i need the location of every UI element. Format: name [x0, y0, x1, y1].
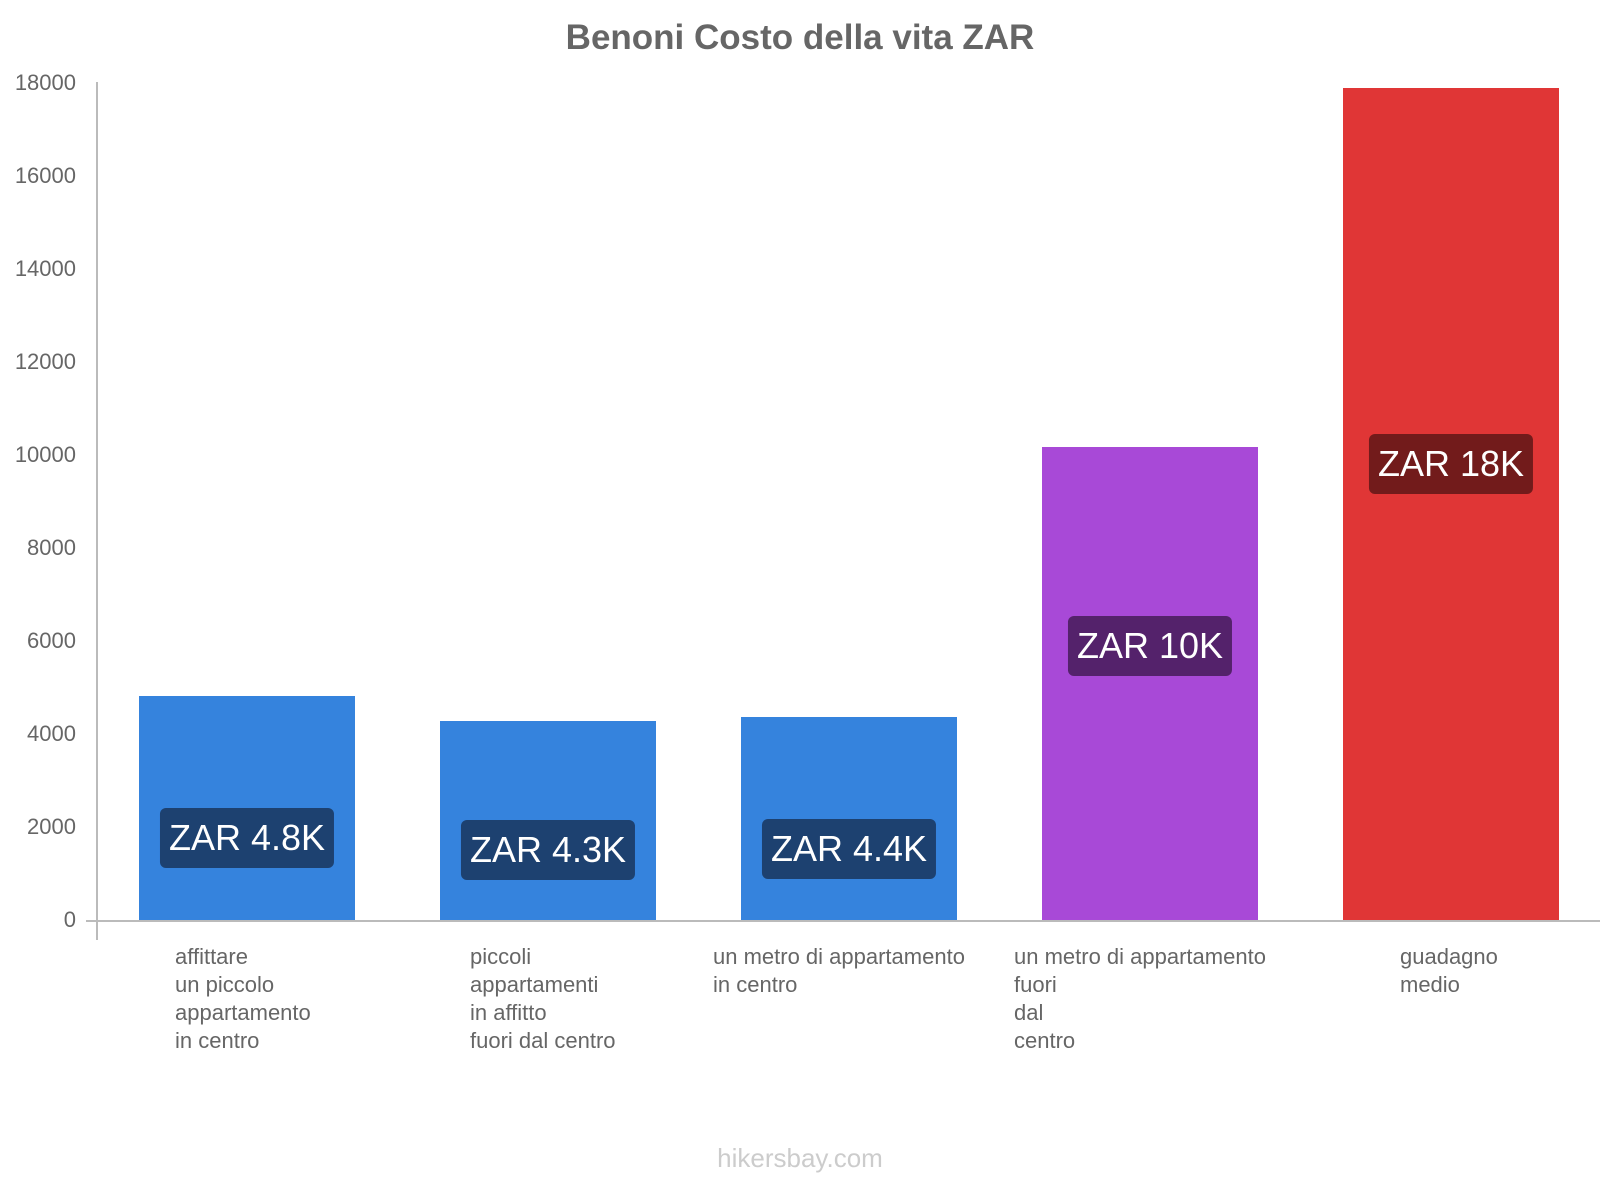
x-axis-line [86, 920, 1600, 922]
x-tick-label: un metro di appartamento in centro [713, 944, 965, 997]
y-tick-label: 4000 [27, 721, 76, 746]
bar-value-label: ZAR 10K [1067, 615, 1233, 676]
watermark: hikersbay.com [717, 1143, 883, 1173]
bar[interactable] [440, 720, 656, 920]
y-tick-label: 16000 [14, 163, 76, 188]
bar-value-label: ZAR 18K [1368, 434, 1534, 495]
x-tick-label: affittare un piccolo appartamento in cen… [175, 944, 311, 1053]
x-tick-label: un metro di appartamento fuori dal centr… [1014, 944, 1266, 1053]
y-tick-label: 8000 [27, 535, 76, 560]
x-tick-label: piccoli appartamenti in affitto fuori da… [470, 944, 616, 1053]
y-axis-line [96, 82, 98, 940]
y-tick-label: 12000 [14, 349, 76, 374]
chart-title: Benoni Costo della vita ZAR [565, 18, 1035, 57]
y-tick-label: 18000 [14, 70, 76, 95]
y-tick-label: 6000 [27, 628, 76, 653]
y-tick-label: 10000 [14, 442, 76, 467]
bar-value-label: ZAR 4.3K [460, 820, 636, 881]
x-tick-label: guadagno medio [1400, 944, 1498, 997]
bar[interactable] [741, 717, 957, 920]
y-tick-label: 14000 [14, 256, 76, 281]
bar[interactable] [1343, 87, 1559, 920]
bar-value-label: ZAR 4.8K [159, 807, 335, 868]
bar[interactable] [1042, 447, 1258, 920]
bar-value-label: ZAR 4.4K [761, 818, 937, 879]
y-tick-label: 0 [63, 907, 76, 932]
y-tick-label: 2000 [27, 814, 76, 839]
